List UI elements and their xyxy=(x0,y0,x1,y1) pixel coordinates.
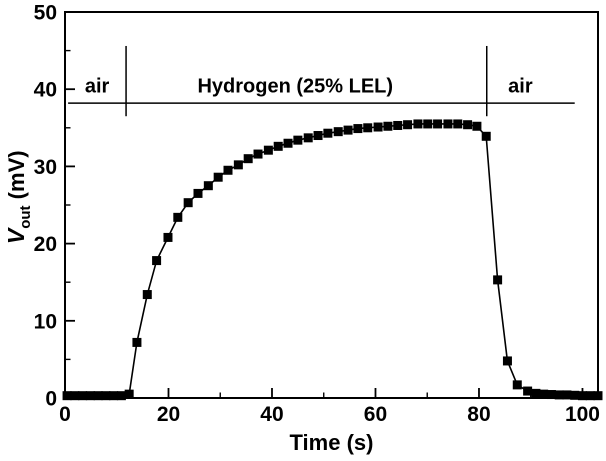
x-tick-label: 60 xyxy=(364,403,387,426)
y-tick-label: 50 xyxy=(34,2,57,25)
y-axis-title: Vout (mV) xyxy=(3,150,34,244)
data-point-marker xyxy=(303,133,313,143)
y-tick-label: 20 xyxy=(34,233,57,256)
data-point-marker xyxy=(403,120,413,130)
data-point-marker xyxy=(463,120,473,130)
data-point-marker xyxy=(363,123,373,133)
region-label: air xyxy=(508,75,533,97)
region-label: Hydrogen (25% LEL) xyxy=(197,75,393,97)
data-point-marker xyxy=(539,389,549,399)
data-point-marker xyxy=(433,119,443,129)
data-point-marker xyxy=(333,127,343,137)
data-point-marker xyxy=(481,131,491,141)
data-point-marker xyxy=(472,121,482,131)
x-tick-label: 0 xyxy=(59,403,71,426)
data-point-marker xyxy=(101,391,111,401)
data-point-marker xyxy=(142,290,152,300)
data-point-marker xyxy=(132,337,142,347)
data-point-marker xyxy=(152,256,162,266)
y-tick-label: 10 xyxy=(34,310,57,333)
x-tick-label: 100 xyxy=(565,403,600,426)
data-point-marker xyxy=(546,390,556,400)
data-point-marker xyxy=(193,188,203,198)
data-point-marker xyxy=(353,124,363,134)
data-point-marker xyxy=(423,119,433,129)
data-point-marker xyxy=(383,121,393,131)
data-point-marker xyxy=(343,125,353,135)
data-point-marker xyxy=(109,391,119,401)
data-point-marker xyxy=(502,356,512,366)
data-point-marker xyxy=(116,391,126,401)
data-point-marker xyxy=(593,391,603,401)
data-point-marker xyxy=(531,388,541,398)
x-tick-label: 40 xyxy=(260,403,283,426)
data-point-marker xyxy=(263,145,273,155)
plot-frame xyxy=(64,11,599,399)
data-point-marker xyxy=(570,390,580,400)
y-tick-label: 30 xyxy=(34,156,57,179)
y-tick-label: 40 xyxy=(34,79,57,102)
data-point-marker xyxy=(173,212,183,222)
region-label: air xyxy=(85,75,110,97)
series-line xyxy=(67,123,598,397)
data-point-marker xyxy=(453,119,463,129)
data-point-marker xyxy=(70,391,80,401)
data-point-marker xyxy=(93,391,103,401)
data-point-marker xyxy=(223,165,233,175)
data-point-marker xyxy=(124,389,134,399)
x-axis-title: Time (s) xyxy=(290,430,374,455)
data-point-marker xyxy=(163,232,173,242)
data-point-marker xyxy=(523,386,533,396)
data-point-marker xyxy=(493,275,503,285)
data-point-marker xyxy=(313,131,323,141)
data-point-marker xyxy=(233,160,243,170)
x-tick-label: 80 xyxy=(467,403,490,426)
data-point-marker xyxy=(323,128,333,138)
data-point-marker xyxy=(293,135,303,145)
data-point-marker xyxy=(183,198,193,208)
data-point-marker xyxy=(273,141,283,151)
data-point-marker xyxy=(413,119,423,129)
x-tick-label: 20 xyxy=(157,403,180,426)
data-point-marker xyxy=(443,119,453,129)
data-point-marker xyxy=(577,391,587,401)
data-point-marker xyxy=(253,149,263,159)
data-point-marker xyxy=(243,154,253,164)
data-point-marker xyxy=(283,138,293,148)
data-point-marker xyxy=(562,390,572,400)
data-point-marker xyxy=(78,391,88,401)
data-point-marker xyxy=(85,391,95,401)
y-tick-label: 0 xyxy=(45,388,57,411)
data-point-marker xyxy=(203,181,213,191)
data-point-marker xyxy=(512,380,522,390)
data-point-marker xyxy=(393,120,403,130)
data-point-marker xyxy=(554,390,564,400)
data-point-marker xyxy=(213,172,223,182)
data-point-marker xyxy=(62,391,72,401)
data-point-marker xyxy=(585,391,595,401)
data-point-marker xyxy=(373,122,383,132)
